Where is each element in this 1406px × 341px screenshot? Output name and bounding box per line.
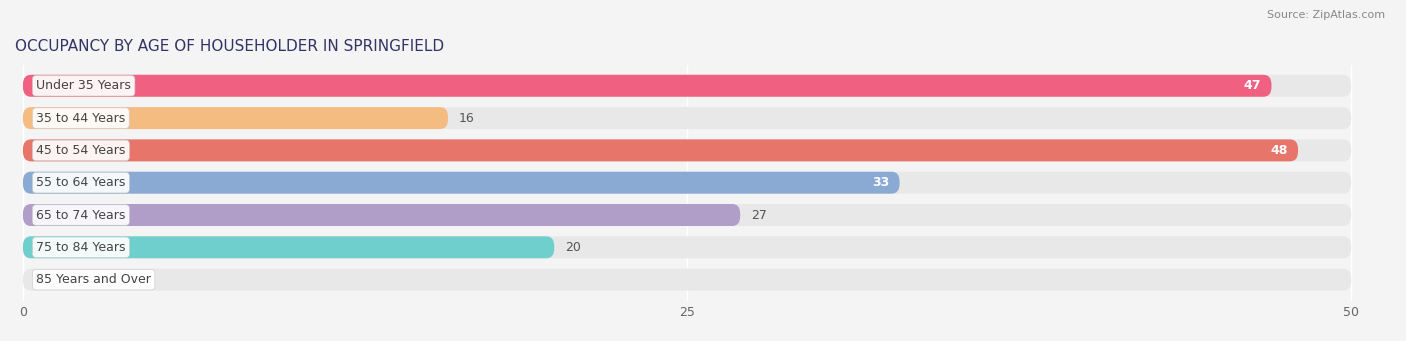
FancyBboxPatch shape xyxy=(22,107,1351,129)
FancyBboxPatch shape xyxy=(22,204,1351,226)
Text: OCCUPANCY BY AGE OF HOUSEHOLDER IN SPRINGFIELD: OCCUPANCY BY AGE OF HOUSEHOLDER IN SPRIN… xyxy=(15,39,444,54)
Text: 16: 16 xyxy=(458,112,474,124)
FancyBboxPatch shape xyxy=(22,172,900,194)
FancyBboxPatch shape xyxy=(22,236,554,258)
Text: 55 to 64 Years: 55 to 64 Years xyxy=(37,176,125,189)
Text: 0: 0 xyxy=(34,273,42,286)
Text: 20: 20 xyxy=(565,241,581,254)
Text: 47: 47 xyxy=(1243,79,1261,92)
FancyBboxPatch shape xyxy=(22,139,1298,161)
FancyBboxPatch shape xyxy=(22,139,1351,161)
FancyBboxPatch shape xyxy=(22,75,1271,97)
Text: 45 to 54 Years: 45 to 54 Years xyxy=(37,144,125,157)
Text: 48: 48 xyxy=(1270,144,1288,157)
Text: 33: 33 xyxy=(872,176,889,189)
FancyBboxPatch shape xyxy=(22,75,1351,97)
FancyBboxPatch shape xyxy=(22,236,1351,258)
Text: 35 to 44 Years: 35 to 44 Years xyxy=(37,112,125,124)
FancyBboxPatch shape xyxy=(22,172,1351,194)
FancyBboxPatch shape xyxy=(22,269,1351,291)
Text: 75 to 84 Years: 75 to 84 Years xyxy=(37,241,125,254)
Text: 65 to 74 Years: 65 to 74 Years xyxy=(37,208,125,222)
FancyBboxPatch shape xyxy=(22,204,740,226)
FancyBboxPatch shape xyxy=(22,107,449,129)
Text: Under 35 Years: Under 35 Years xyxy=(37,79,131,92)
Text: Source: ZipAtlas.com: Source: ZipAtlas.com xyxy=(1267,10,1385,20)
Text: 27: 27 xyxy=(751,208,766,222)
Text: 85 Years and Over: 85 Years and Over xyxy=(37,273,150,286)
